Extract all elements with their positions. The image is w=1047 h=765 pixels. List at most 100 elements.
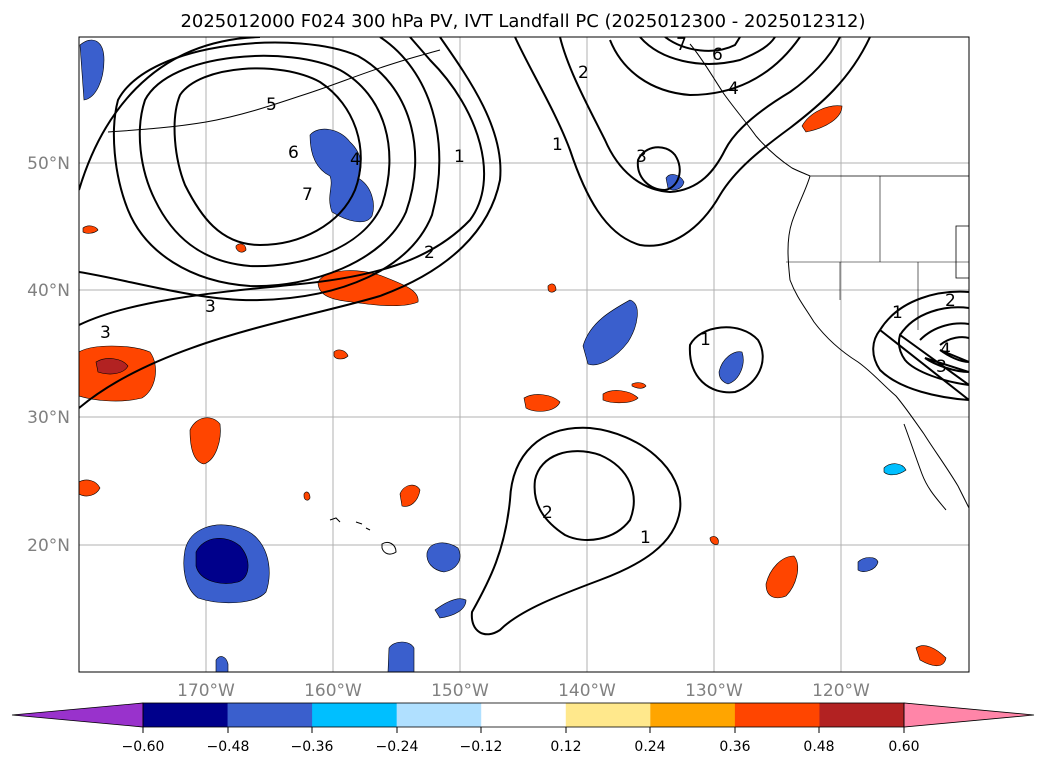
pv-contour-inner-low [173, 67, 362, 247]
colorbar-extend-high [904, 703, 1034, 727]
contour-label-1-se: 1 [892, 303, 903, 323]
pv-contour-2-se [897, 306, 969, 386]
colorbar-frame [142, 702, 905, 728]
contour-label-2-south: 2 [542, 503, 553, 523]
cb-label-8: 0.48 [803, 739, 834, 755]
contour-label-2-se: 2 [945, 291, 956, 311]
cb-label-6: 0.24 [634, 739, 665, 755]
cb-label-5: 0.12 [550, 739, 581, 755]
lon-label-170w: 170°W [177, 681, 235, 701]
contour-label-2-west: 2 [424, 243, 435, 263]
neg-anomaly-hawaii [426, 542, 461, 573]
neg-anomaly-small-1 [434, 598, 467, 619]
pos-anomaly-se-1 [765, 555, 798, 599]
colorbar-segment-3 [396, 703, 482, 727]
contour-label-1-north: 1 [552, 135, 563, 155]
pv-contour-2 [79, 37, 502, 409]
neg-anomaly-north [665, 174, 685, 191]
neg-anomaly-nw-corner [79, 39, 105, 101]
colorbar-segment-0 [143, 703, 229, 727]
cb-label-4: −0.12 [460, 739, 503, 755]
ivt-anomaly-fills [79, 39, 947, 672]
contour-label-5: 5 [266, 95, 277, 115]
neg-anomaly-east [718, 351, 744, 385]
neg-anomaly-central [582, 299, 638, 366]
pv-contours [79, 37, 969, 636]
longitude-labels: 170°W 160°W 150°W 140°W 130°W 120°W [177, 681, 870, 701]
lon-label-160w: 160°W [304, 681, 362, 701]
contour-label-3-north: 3 [636, 147, 647, 167]
contour-label-3-se: 3 [936, 357, 947, 377]
contour-label-1-south: 1 [640, 528, 651, 548]
colorbar-segments [12, 703, 1034, 727]
contour-label-7-north: 7 [676, 35, 687, 55]
lon-label-140w: 140°W [558, 681, 616, 701]
contour-label-1-gulf: 1 [454, 147, 465, 167]
colorbar-segment-7 [734, 703, 820, 727]
colorbar-segment-4 [481, 703, 567, 727]
lat-label-50n: 50°N [27, 154, 70, 174]
colorbar-extend-low [12, 703, 143, 727]
neg-anomaly-gulf-alaska [309, 128, 374, 223]
figure-title: 2025012000 F024 300 hPa PV, IVT Landfall… [180, 11, 865, 32]
state-borders [786, 176, 969, 330]
contour-labels: 1 1 1 1 1 2 2 2 2 3 3 3 3 4 4 4 5 6 6 7 [100, 35, 956, 548]
latitude-labels: 50°N 40°N 30°N 20°N [27, 154, 70, 556]
colorbar-segment-2 [312, 703, 398, 727]
pos-anomaly-small-3 [235, 243, 247, 253]
pos-anomaly-small-4 [547, 283, 557, 293]
contour-label-4-north: 4 [728, 79, 739, 99]
neg-anomaly-se [857, 557, 879, 572]
pv-contour-1-east [688, 326, 764, 394]
pv-contour-1-se [872, 290, 969, 402]
lon-label-130w: 130°W [685, 681, 743, 701]
cb-label-9: 0.60 [888, 739, 919, 755]
inset-region [955, 225, 969, 279]
contour-label-7-west: 7 [302, 185, 313, 205]
pos-anomaly-small-7 [709, 536, 719, 545]
colorbar-segment-8 [819, 703, 905, 727]
colorbar-labels: −0.60 −0.48 −0.36 −0.24 −0.12 0.12 0.24 … [122, 739, 920, 755]
neg-anomaly-sw-core [195, 538, 249, 584]
pos-anomaly-bc-coast [801, 105, 843, 133]
pv-contour-2-south [533, 450, 635, 541]
map-panel: 1 1 1 1 1 2 2 2 2 3 3 3 3 4 4 4 5 6 6 7 [78, 35, 970, 673]
cb-label-7: 0.36 [719, 739, 750, 755]
pos-anomaly-west [79, 345, 156, 402]
pv-contour-3-se [919, 322, 969, 373]
contour-label-6-north: 6 [712, 45, 723, 65]
north-america-west-coast [787, 175, 969, 509]
contour-label-6-west: 6 [288, 143, 299, 163]
colorbar: −0.60 −0.48 −0.36 −0.24 −0.12 0.12 0.24 … [11, 702, 1035, 755]
map-frame [78, 36, 970, 673]
pos-anomaly-small-5 [631, 382, 647, 389]
pv-contour-3-local [636, 146, 681, 192]
colorbar-segment-1 [227, 703, 313, 727]
pos-anomaly-west-core [95, 358, 129, 375]
pv-contour-low-2 [138, 54, 391, 268]
pos-anomaly-sw-3 [399, 484, 421, 507]
pos-anomaly-small-6 [303, 491, 311, 501]
cb-label-3: −0.24 [376, 739, 419, 755]
pv-contour-3-north [609, 37, 801, 97]
pv-contour-1-south [470, 426, 682, 636]
colorbar-segment-5 [565, 703, 651, 727]
pos-anomaly-mexico [915, 645, 947, 667]
contour-label-3-edge: 3 [100, 323, 111, 343]
lon-label-120w: 120°W [812, 681, 870, 701]
neg-anomaly-baja [883, 463, 907, 476]
baja-california [903, 423, 947, 511]
cb-label-1: −0.48 [207, 739, 250, 755]
pos-anomaly-central-2 [602, 390, 639, 404]
hawaiian-islands [329, 517, 397, 555]
pv-contour-low-4 [79, 37, 441, 302]
pos-anomaly-central-1 [523, 394, 561, 412]
pv-contour-3 [79, 37, 485, 326]
contour-label-3-west: 3 [205, 297, 216, 317]
alaska-bc-coast [689, 43, 811, 177]
pos-anomaly-sw-2 [79, 479, 101, 497]
neg-anomaly-small-2 [215, 656, 229, 672]
cb-label-0: −0.60 [122, 739, 165, 755]
pv-contour-5-north [664, 37, 741, 52]
